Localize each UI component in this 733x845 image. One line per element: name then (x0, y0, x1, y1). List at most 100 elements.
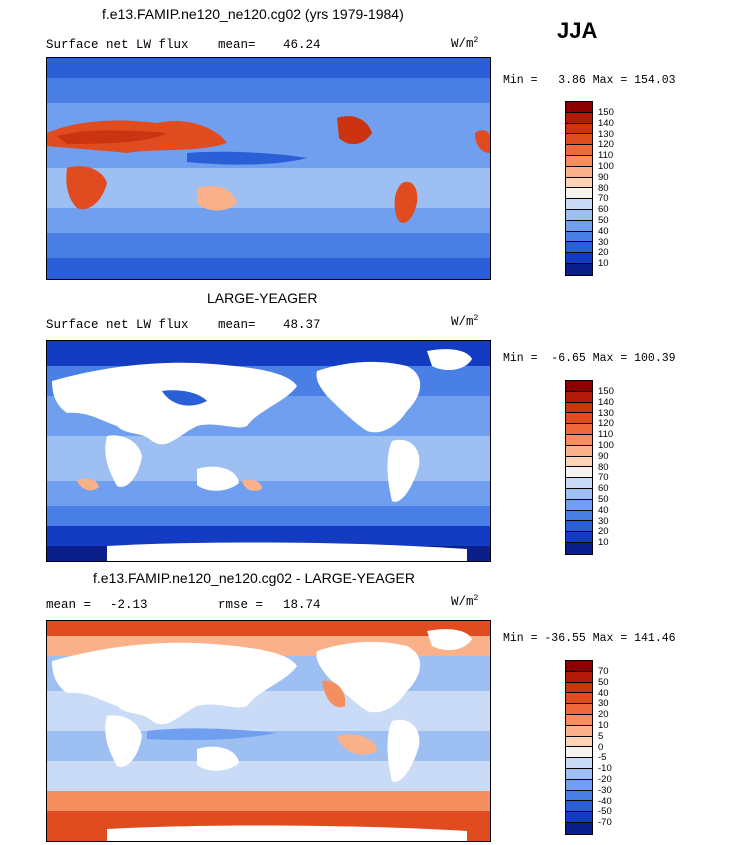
panel3-units: W/m2 (451, 594, 479, 610)
panel2-mean-value: 48.37 (283, 318, 321, 332)
colorbar-swatch (566, 779, 592, 791)
colorbar-swatch (566, 155, 592, 167)
colorbar-tick-label: 20 (598, 526, 609, 538)
colorbar-swatch (566, 134, 592, 146)
panel2-title: LARGE-YEAGER (207, 290, 318, 306)
colorbar-swatch (566, 391, 592, 403)
colorbar-swatch (566, 704, 592, 715)
panel3-colorbar (565, 660, 593, 835)
colorbar-swatch (566, 747, 592, 759)
colorbar-tick-label: 70 (598, 472, 609, 484)
colorbar-swatch (566, 682, 592, 694)
panel1-title: f.e13.FAMIP.ne120_ne120.cg02 (yrs 1979-1… (102, 6, 404, 22)
colorbar-swatch (566, 532, 592, 543)
colorbar-tick-label: -50 (598, 806, 612, 818)
colorbar-tick-label: 90 (598, 171, 609, 183)
panel3-colorbar-labels: 70 50 40 30 20 10 5 0 -5 -10 -20 -30 -40 -50 -70 (598, 666, 612, 829)
colorbar-swatch (566, 220, 592, 232)
panel1-mean-label: mean= (218, 38, 256, 52)
colorbar-tick-label: 40 (598, 504, 609, 516)
colorbar-tick-label: 50 (598, 493, 609, 505)
panel2-map (46, 340, 491, 562)
colorbar-tick-label: 5 (598, 730, 604, 742)
colorbar-swatch (566, 188, 592, 200)
panel3-title: f.e13.FAMIP.ne120_ne120.cg02 - LARGE-YEA… (93, 570, 415, 586)
colorbar-tick-label: 120 (598, 418, 614, 430)
colorbar-tick-label: 110 (598, 429, 614, 441)
colorbar-swatch (566, 801, 592, 813)
colorbar-swatch (566, 102, 592, 113)
colorbar-tick-label: 40 (598, 225, 609, 237)
panel3-mean-value: -2.13 (110, 598, 148, 612)
colorbar-swatch (566, 209, 592, 221)
panel3-mean-label: mean = (46, 598, 92, 612)
panel1-minmax: Min = 3.86 Max = 154.03 (503, 74, 676, 87)
colorbar-tick-label: 50 (598, 214, 609, 226)
colorbar-tick-label: 130 (598, 128, 614, 140)
panel3-minmax: Min = -36.55 Max = 141.46 (503, 632, 676, 645)
colorbar-tick-label: 140 (598, 396, 614, 408)
colorbar-swatch (566, 199, 592, 210)
colorbar-swatch (566, 424, 592, 435)
panel1-colorbar-labels: 150 140 130 120 110 100 90 80 70 60 50 40 30 20 10 (598, 107, 614, 270)
colorbar-swatch (566, 661, 592, 672)
colorbar-swatch (566, 812, 592, 823)
colorbar-tick-label: -10 (598, 763, 612, 775)
colorbar-tick-label: 20 (598, 709, 609, 721)
colorbar-tick-label: 120 (598, 139, 614, 151)
colorbar-swatch (566, 413, 592, 425)
colorbar-tick-label: 10 (598, 537, 609, 549)
colorbar-tick-label: 100 (598, 439, 614, 451)
colorbar-tick-label: 140 (598, 117, 614, 129)
colorbar-tick-label: 10 (598, 719, 609, 731)
colorbar-swatch (566, 253, 592, 264)
colorbar-swatch (566, 693, 592, 705)
colorbar-tick-label: -20 (598, 773, 612, 785)
colorbar-swatch (566, 263, 592, 275)
panel1-map (46, 57, 491, 280)
colorbar-swatch (566, 467, 592, 479)
colorbar-tick-label: 130 (598, 407, 614, 419)
colorbar-swatch (566, 402, 592, 414)
colorbar-swatch (566, 478, 592, 489)
panel1-colorbar (565, 101, 593, 276)
colorbar-swatch (566, 231, 592, 243)
colorbar-tick-label: 110 (598, 150, 614, 162)
colorbar-swatch (566, 381, 592, 392)
colorbar-tick-label: 30 (598, 698, 609, 710)
colorbar-swatch (566, 736, 592, 748)
colorbar-swatch (566, 112, 592, 124)
colorbar-swatch (566, 510, 592, 522)
colorbar-tick-label: 20 (598, 247, 609, 259)
colorbar-tick-label: 150 (598, 107, 614, 118)
colorbar-tick-label: 50 (598, 676, 609, 688)
colorbar-tick-label: 90 (598, 450, 609, 462)
colorbar-tick-label: 40 (598, 687, 609, 699)
colorbar-swatch (566, 790, 592, 802)
colorbar-tick-label: -70 (598, 817, 612, 829)
panel1-mean-value: 46.24 (283, 38, 321, 52)
colorbar-swatch (566, 456, 592, 468)
colorbar-swatch (566, 542, 592, 554)
colorbar-swatch (566, 822, 592, 834)
colorbar-tick-label: 100 (598, 160, 614, 172)
panel1-variable-label: Surface net LW flux (46, 38, 189, 52)
colorbar-swatch (566, 499, 592, 511)
colorbar-swatch (566, 434, 592, 446)
panel2-variable-label: Surface net LW flux (46, 318, 189, 332)
panel3-map (46, 620, 491, 842)
colorbar-tick-label: 70 (598, 193, 609, 205)
panel2-units: W/m2 (451, 314, 479, 330)
colorbar-tick-label: 80 (598, 461, 609, 473)
colorbar-swatch (566, 145, 592, 156)
panel2-colorbar (565, 380, 593, 555)
colorbar-tick-label: 60 (598, 483, 609, 495)
colorbar-tick-label: 60 (598, 204, 609, 216)
colorbar-swatch (566, 177, 592, 189)
colorbar-tick-label: 30 (598, 236, 609, 248)
colorbar-tick-label: -40 (598, 795, 612, 807)
colorbar-tick-label: 70 (598, 666, 609, 677)
panel2-minmax: Min = -6.65 Max = 100.39 (503, 352, 676, 365)
colorbar-tick-label: 150 (598, 386, 614, 397)
colorbar-tick-label: 10 (598, 258, 609, 270)
